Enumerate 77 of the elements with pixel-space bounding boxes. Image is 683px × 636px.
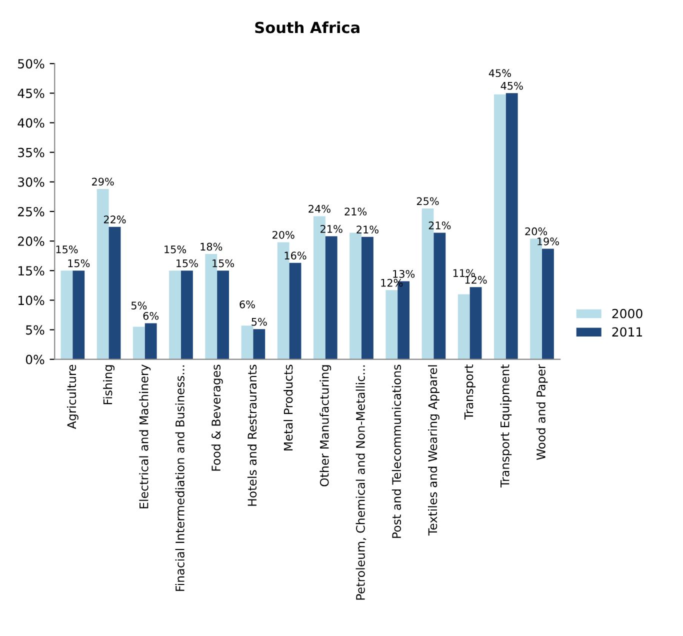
y-tick-label: 15% [18, 266, 44, 276]
bar [253, 329, 266, 360]
y-tick-label: 10% [18, 296, 44, 306]
x-tick-label: Other Manufacturing [320, 365, 332, 486]
x-tick-label: Electrical and Machinery [139, 364, 151, 508]
data-label: 12% [381, 278, 403, 287]
bar [494, 94, 506, 360]
bar [434, 232, 446, 360]
bar [241, 326, 254, 360]
data-label: 20% [525, 227, 548, 236]
data-label: 11% [453, 269, 475, 277]
x-tick-label: Transport [464, 364, 476, 420]
y-tick-label: 0% [26, 354, 44, 364]
data-label: 20% [272, 230, 294, 239]
y-tick-label: 20% [18, 236, 44, 246]
chart-title: South Africa [255, 21, 360, 34]
data-label: 6% [143, 312, 159, 320]
data-label: 15% [212, 259, 234, 268]
x-tick-label: Petroleum, Chemical and Non-Metallic... [356, 365, 366, 600]
y-tick-label: 35% [18, 148, 44, 158]
data-label: 45% [500, 82, 523, 90]
data-label: 13% [393, 270, 415, 278]
bar [60, 270, 73, 360]
data-label: 21% [428, 221, 451, 230]
x-tick-label: Post and Telecommunications [392, 364, 402, 538]
y-tick-label: 40% [18, 118, 44, 128]
bar [180, 270, 193, 360]
data-label: 15% [176, 259, 198, 268]
x-tick-label: Food & Beverages [211, 364, 223, 471]
x-tick-label: Fishing [103, 365, 115, 404]
data-label: 19% [538, 237, 559, 246]
data-label: 15% [68, 259, 90, 268]
data-label: 5% [131, 302, 147, 310]
bar [470, 287, 482, 360]
data-label: 22% [104, 216, 126, 224]
data-label: 21% [344, 208, 367, 216]
data-label: 16% [284, 252, 306, 260]
x-tick-label: Finacial Intermediation and Business... [175, 365, 184, 591]
data-label: 6% [240, 300, 255, 308]
x-tick-label: Metal Products [284, 364, 293, 450]
x-tick-label: Wood and Paper [536, 364, 548, 460]
data-label: 21% [356, 226, 378, 234]
bar [144, 323, 157, 360]
bar [362, 236, 374, 360]
data-label: 25% [416, 197, 439, 206]
bar [325, 236, 338, 360]
data-label: 15% [164, 245, 186, 254]
data-label: 15% [56, 245, 78, 254]
y-tick-label: 50% [18, 59, 44, 69]
bar [132, 326, 145, 360]
data-label: 24% [308, 204, 330, 213]
data-label: 18% [200, 242, 222, 251]
x-tick-label: Hotels and Restraurants [247, 364, 257, 506]
bar [72, 270, 85, 360]
bar [169, 270, 181, 360]
bar [289, 262, 302, 360]
bar [217, 270, 230, 360]
bar [506, 93, 518, 360]
data-label: 21% [320, 225, 342, 233]
bar [350, 232, 362, 360]
y-tick-label: 25% [18, 206, 44, 216]
data-label: 29% [92, 178, 114, 186]
y-tick-label: 45% [18, 88, 44, 98]
y-tick-label: 5% [26, 325, 44, 335]
legend-label: 2000 [612, 308, 642, 318]
x-tick-label: Agriculture [66, 364, 78, 430]
data-label: 45% [488, 69, 511, 78]
bar [386, 290, 398, 360]
x-tick-label: Textiles and Wearing Apparel [428, 365, 440, 536]
bar [108, 226, 121, 360]
bar [542, 248, 554, 360]
legend-label: 2011 [612, 327, 642, 337]
data-label: 12% [465, 276, 487, 284]
x-tick-label: Transport Equipment [500, 364, 512, 488]
y-tick-label: 30% [18, 177, 44, 187]
bar [458, 294, 470, 360]
data-label: 5% [252, 318, 267, 326]
